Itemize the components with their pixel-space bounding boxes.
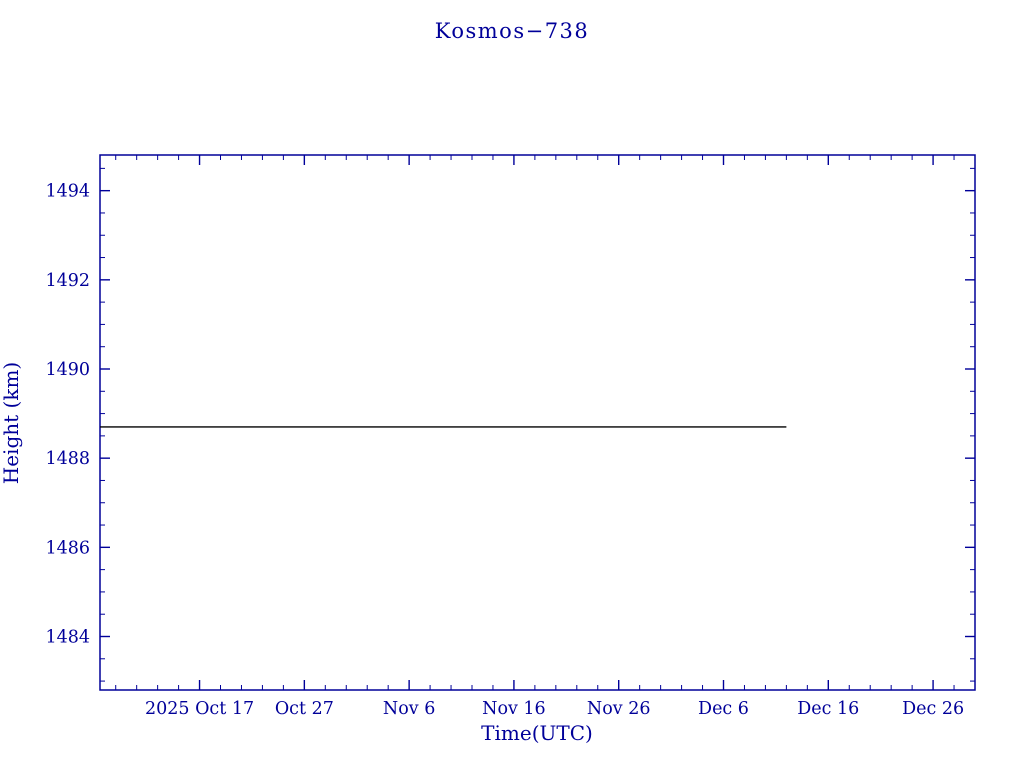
chart-title: Kosmos−738 [435, 19, 590, 43]
svg-text:Dec 26: Dec 26 [902, 699, 964, 719]
svg-text:1490: 1490 [45, 360, 90, 380]
x-tick-labels: 2025 Oct 17 Oct 27 Nov 6 Nov 16 Nov 26 Dec 6 D… [145, 699, 964, 719]
svg-text:1492: 1492 [45, 271, 90, 291]
svg-text:Oct 27: Oct 27 [275, 699, 334, 719]
y-tick-labels: 1484 1486 1488 1490 1492 1494 [45, 182, 90, 648]
plot-layer: 2025 Oct 17 Oct 27 Nov 6 Nov 16 Nov 26 Dec 6 D… [45, 154, 976, 719]
plot-border [99, 154, 976, 691]
svg-text:1488: 1488 [45, 449, 90, 469]
svg-text:Nov 6: Nov 6 [383, 699, 435, 719]
svg-text:1486: 1486 [45, 538, 90, 558]
svg-text:Dec 16: Dec 16 [797, 699, 859, 719]
svg-text:Nov 26: Nov 26 [587, 699, 651, 719]
x-axis-title: Time(UTC) [481, 721, 593, 745]
minor-ticks [100, 155, 976, 690]
svg-text:Dec 6: Dec 6 [698, 699, 749, 719]
major-ticks [100, 155, 975, 690]
svg-text:2025 Oct 17: 2025 Oct 17 [145, 699, 254, 719]
svg-text:1484: 1484 [45, 628, 90, 648]
svg-text:1494: 1494 [45, 182, 90, 202]
svg-text:Nov 16: Nov 16 [482, 699, 546, 719]
y-axis-title: Height (km) [0, 362, 23, 484]
